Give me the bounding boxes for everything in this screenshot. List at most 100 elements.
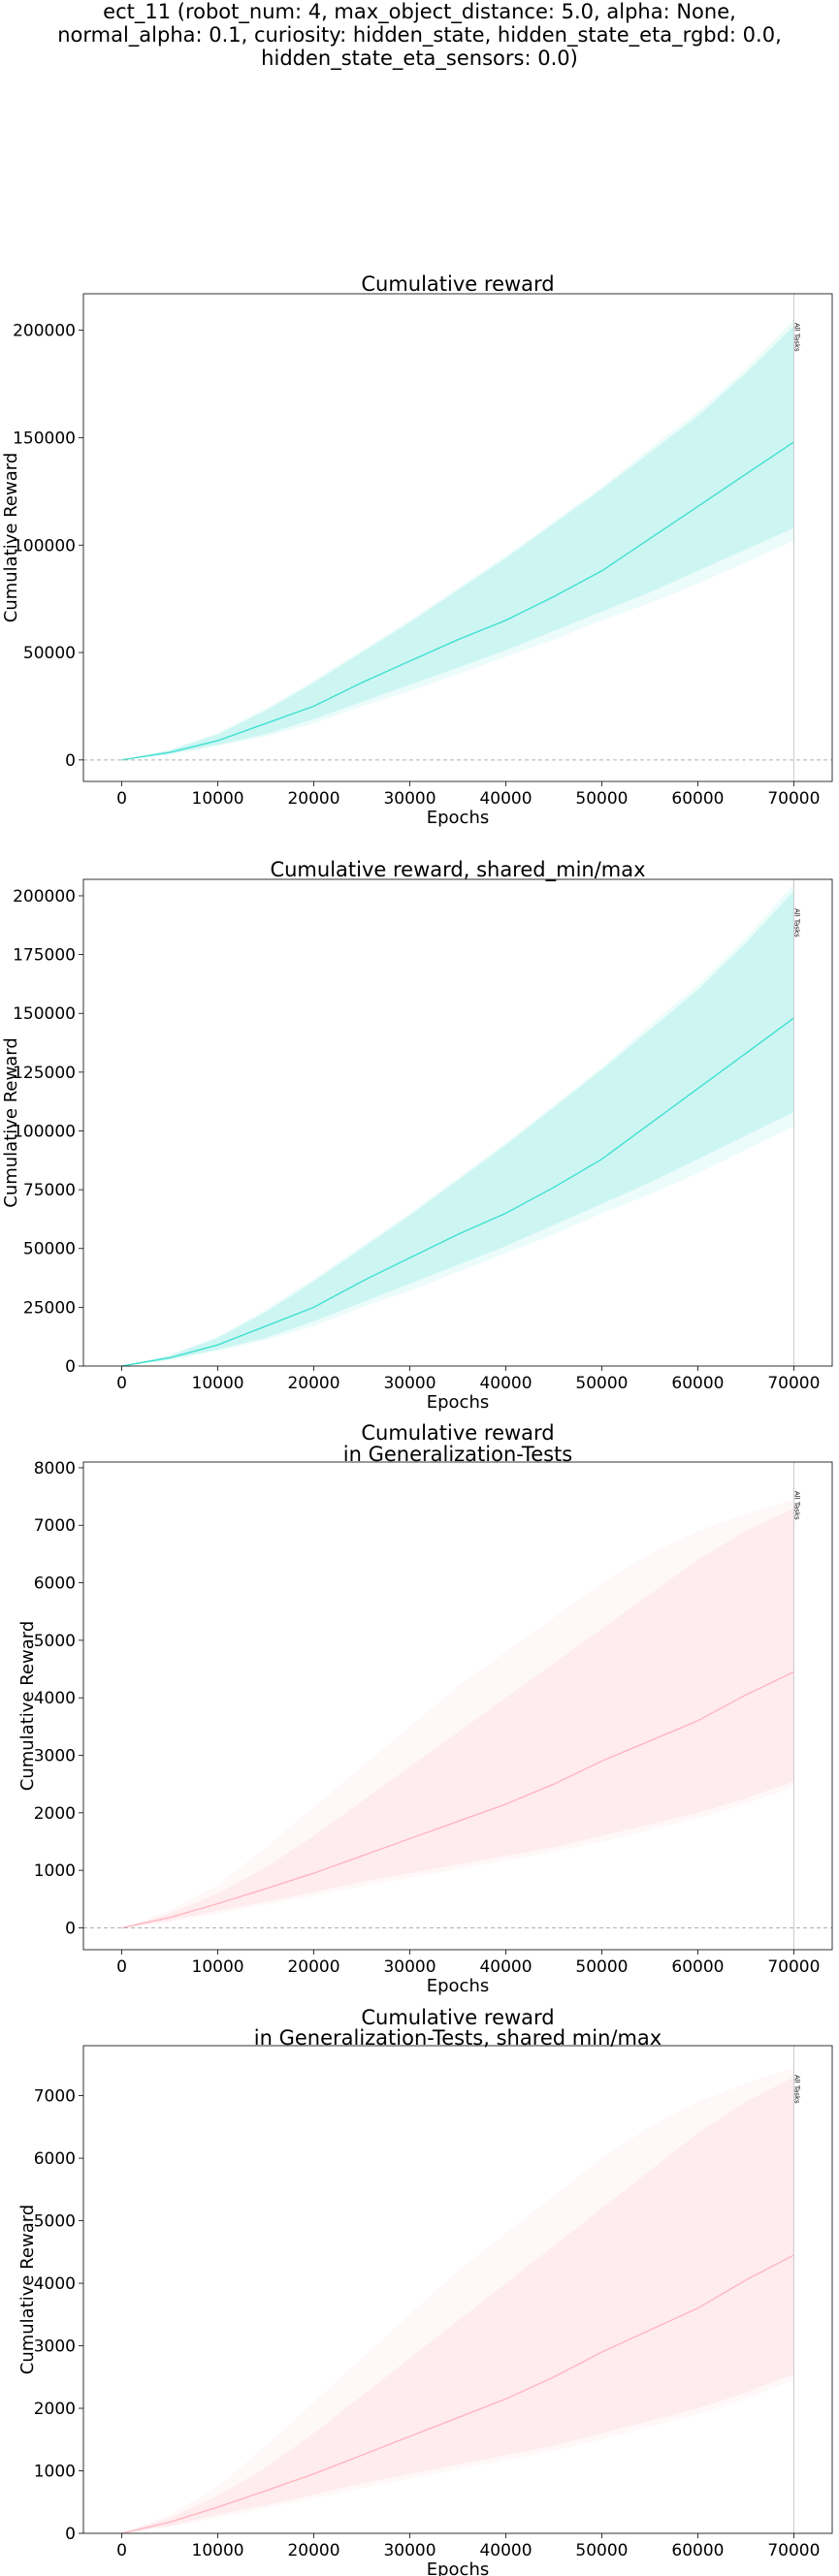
y-tick-label: 1000 <box>34 1861 76 1881</box>
x-tick-label: 40000 <box>479 789 532 809</box>
y-tick-label: 3000 <box>34 1747 76 1766</box>
y-tick-label: 2000 <box>34 1804 76 1824</box>
y-tick-label: 100000 <box>13 536 76 556</box>
x-tick-label: 60000 <box>671 1374 724 1393</box>
x-tick-label: 60000 <box>671 789 724 809</box>
chart-panel: Cumulative reward, shared_min/max All Tas… <box>1 858 833 1413</box>
y-tick-label: 100000 <box>13 1122 76 1141</box>
plot-frame <box>82 293 833 782</box>
x-axis-label: Epochs <box>427 1392 490 1413</box>
y-axis-label: Cumulative Reward <box>1 1037 21 1208</box>
x-tick-label: 70000 <box>767 2541 820 2560</box>
y-tick-label: 7000 <box>34 2087 76 2107</box>
x-tick-label: 40000 <box>479 2541 532 2560</box>
outer-band <box>121 319 794 760</box>
y-tick-label: 150000 <box>13 1004 76 1024</box>
y-tick-label: 0 <box>65 751 76 771</box>
y-tick-label: 1000 <box>34 2463 76 2482</box>
x-tick-label: 70000 <box>767 1374 820 1393</box>
suptitle-line: normal_alpha: 0.1, curiosity: hidden_sta… <box>57 23 782 47</box>
x-axis-label: Epochs <box>427 808 490 828</box>
y-tick-label: 2000 <box>34 2400 76 2419</box>
y-tick-label: 5000 <box>34 2212 76 2232</box>
y-tick-label: 6000 <box>34 1574 76 1594</box>
plot-frame <box>82 878 833 1367</box>
y-tick-label: 0 <box>65 1919 76 1938</box>
chart-title: Cumulative reward <box>361 2006 554 2029</box>
x-tick-label: 30000 <box>383 1374 436 1393</box>
x-tick-label: 0 <box>116 789 127 809</box>
outer-band <box>121 1499 794 1928</box>
suptitle-line: ect_11 (robot_num: 4, max_object_distanc… <box>103 0 736 23</box>
x-tick-label: 50000 <box>575 1957 628 1977</box>
y-axis-label: Cumulative Reward <box>17 1621 38 1792</box>
inner-band <box>121 326 794 760</box>
y-tick-label: 0 <box>65 2525 76 2544</box>
y-tick-label: 200000 <box>13 322 76 341</box>
x-tick-label: 0 <box>116 1374 127 1393</box>
y-tick-label: 8000 <box>34 1459 76 1479</box>
x-tick-label: 30000 <box>383 789 436 809</box>
task-label: All Tasks <box>792 1491 800 1520</box>
y-tick-label: 125000 <box>13 1064 76 1083</box>
x-tick-label: 0 <box>116 2541 127 2560</box>
mean-line <box>121 1670 794 1929</box>
inner-band <box>121 1508 794 1928</box>
task-label: All Tasks <box>792 908 800 938</box>
x-tick-label: 60000 <box>671 1957 724 1977</box>
x-axis-label: Epochs <box>427 2560 490 2576</box>
task-label: All Tasks <box>792 323 800 352</box>
suptitle-line: hidden_state_eta_sensors: 0.0) <box>261 47 578 70</box>
y-tick-label: 25000 <box>23 1298 76 1318</box>
y-tick-label: 50000 <box>23 1240 76 1259</box>
x-tick-label: 50000 <box>575 789 628 809</box>
mean-line <box>121 2254 794 2534</box>
mean-line <box>121 441 794 761</box>
y-tick-label: 0 <box>65 1357 76 1377</box>
x-tick-label: 30000 <box>383 1957 436 1977</box>
y-tick-label: 150000 <box>13 429 76 448</box>
y-tick-label: 175000 <box>13 946 76 966</box>
inner-band <box>121 891 794 1366</box>
x-tick-label: 40000 <box>479 1374 532 1393</box>
x-tick-label: 40000 <box>479 1957 532 1977</box>
x-tick-label: 20000 <box>287 1374 339 1393</box>
y-tick-label: 75000 <box>23 1181 76 1200</box>
x-tick-label: 20000 <box>287 1957 339 1977</box>
y-tick-label: 6000 <box>34 2149 76 2169</box>
x-tick-label: 20000 <box>287 2541 339 2560</box>
chart-title: Cumulative reward <box>361 272 554 296</box>
outer-band <box>121 2067 794 2533</box>
x-tick-label: 30000 <box>383 2541 436 2560</box>
x-tick-label: 50000 <box>575 1374 628 1393</box>
task-label: All Tasks <box>792 2075 800 2104</box>
x-tick-label: 50000 <box>575 2541 628 2560</box>
y-axis-label: Cumulative Reward <box>1 453 21 623</box>
y-tick-label: 50000 <box>23 644 76 663</box>
chart-title: in Generalization-Tests <box>343 1443 572 1466</box>
y-axis-label: Cumulative Reward <box>17 2205 38 2375</box>
y-tick-label: 5000 <box>34 1632 76 1651</box>
x-tick-label: 10000 <box>192 1374 244 1393</box>
x-tick-label: 0 <box>116 1957 127 1977</box>
y-tick-label: 4000 <box>34 1689 76 1708</box>
mean-line <box>121 1017 794 1367</box>
chart-title: Cumulative reward, shared_min/max <box>270 858 645 882</box>
figure-suptitle: ect_11 (robot_num: 4, max_object_distanc… <box>0 0 839 70</box>
x-axis-label: Epochs <box>427 1976 490 1996</box>
y-tick-label: 3000 <box>34 2337 76 2357</box>
x-tick-label: 10000 <box>192 1957 244 1977</box>
x-tick-label: 60000 <box>671 2541 724 2560</box>
x-tick-label: 10000 <box>192 2541 244 2560</box>
plot-frame <box>82 2045 833 2534</box>
x-tick-label: 70000 <box>767 1957 820 1977</box>
plot-frame <box>82 1461 833 1951</box>
x-tick-label: 10000 <box>192 789 244 809</box>
x-tick-label: 20000 <box>287 789 339 809</box>
inner-band <box>121 2077 794 2533</box>
x-tick-label: 70000 <box>767 789 820 809</box>
y-tick-label: 4000 <box>34 2274 76 2294</box>
